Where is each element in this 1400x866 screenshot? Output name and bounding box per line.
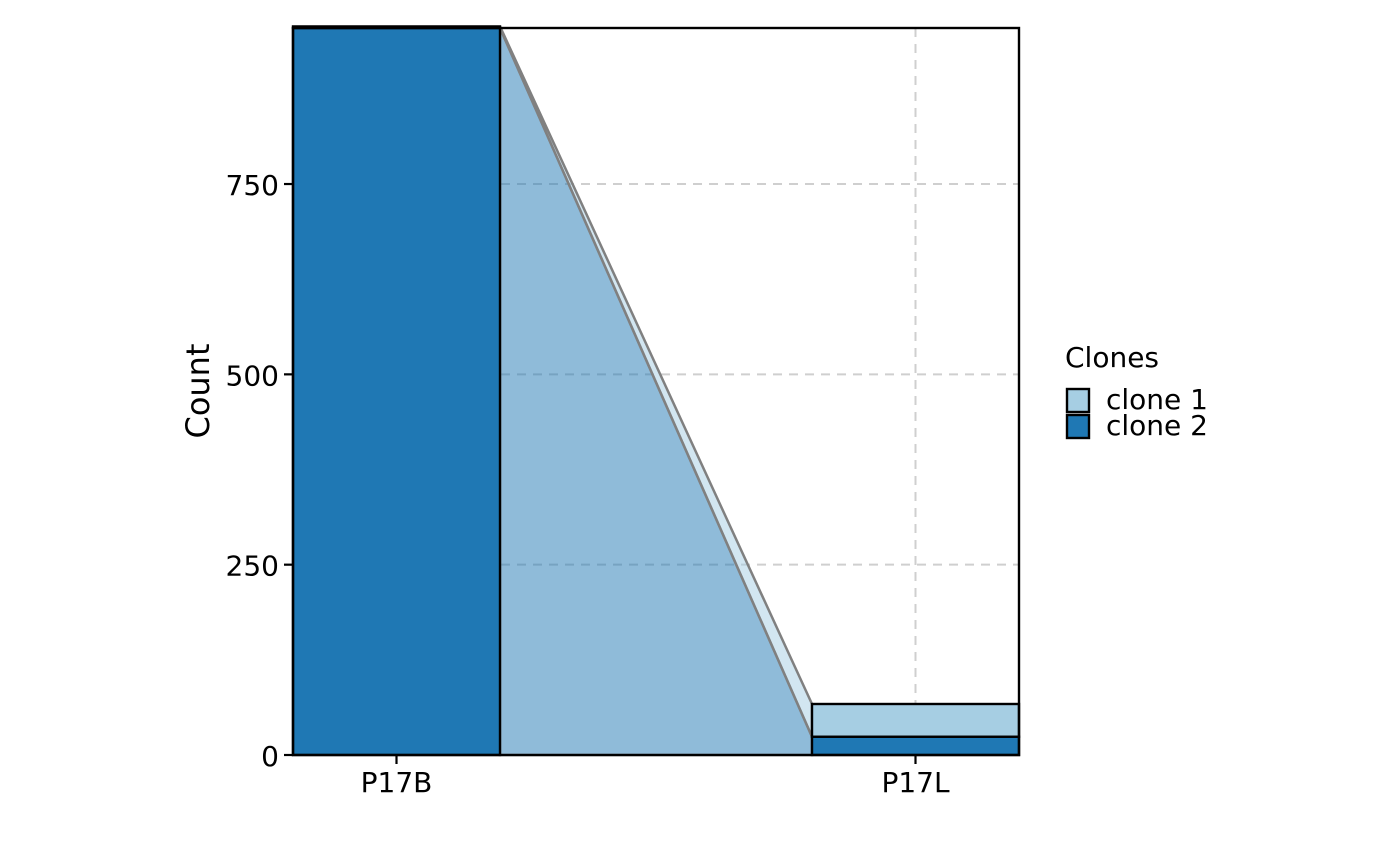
plot-frame [291,26,1021,757]
bar-P17L-clone-2 [810,735,1021,757]
y-tick-label: 500 [226,359,279,392]
y-tick-label: 0 [261,740,279,773]
y-axis-title: Count [179,343,217,438]
y-tick-label: 750 [226,169,279,202]
legend-label-clone-1: clone 1 [1106,383,1208,416]
x-tick-label: P17L [881,766,950,799]
legend-key-clone-2 [1065,413,1091,440]
bar-P17L-clone-1 [810,702,1021,738]
x-tick-label: P17B [361,766,433,799]
bar-P17B-clone-2 [291,26,502,757]
legend-label-clone-2: clone 2 [1106,409,1208,442]
y-axis: 0 250 500 750 [226,169,293,773]
flow-layer [498,25,814,757]
x-axis: P17B P17L [361,755,950,799]
legend-title: Clones [1065,341,1159,374]
y-tick-label: 250 [226,550,279,583]
legend-key-clone-1 [1065,387,1091,414]
